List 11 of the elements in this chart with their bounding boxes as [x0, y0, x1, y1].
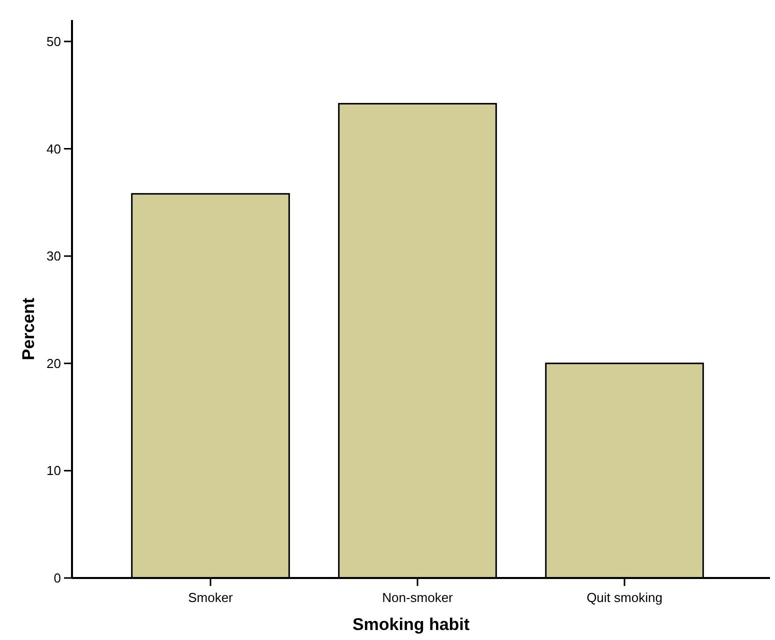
y-tick-label: 30	[46, 248, 61, 264]
x-tick-label: Smoker	[188, 590, 234, 605]
y-tick-label: 20	[46, 356, 61, 371]
y-tick-label: 50	[46, 34, 61, 50]
y-tick-label: 40	[46, 141, 61, 156]
x-axis-title: Smoking habit	[352, 615, 470, 634]
y-tick-label: 10	[46, 463, 61, 478]
x-tick-label: Quit smoking	[586, 590, 662, 605]
y-tick-label: 0	[54, 570, 61, 586]
x-tick-label: Non-smoker	[382, 590, 454, 605]
y-axis-title: Percent	[19, 297, 38, 360]
